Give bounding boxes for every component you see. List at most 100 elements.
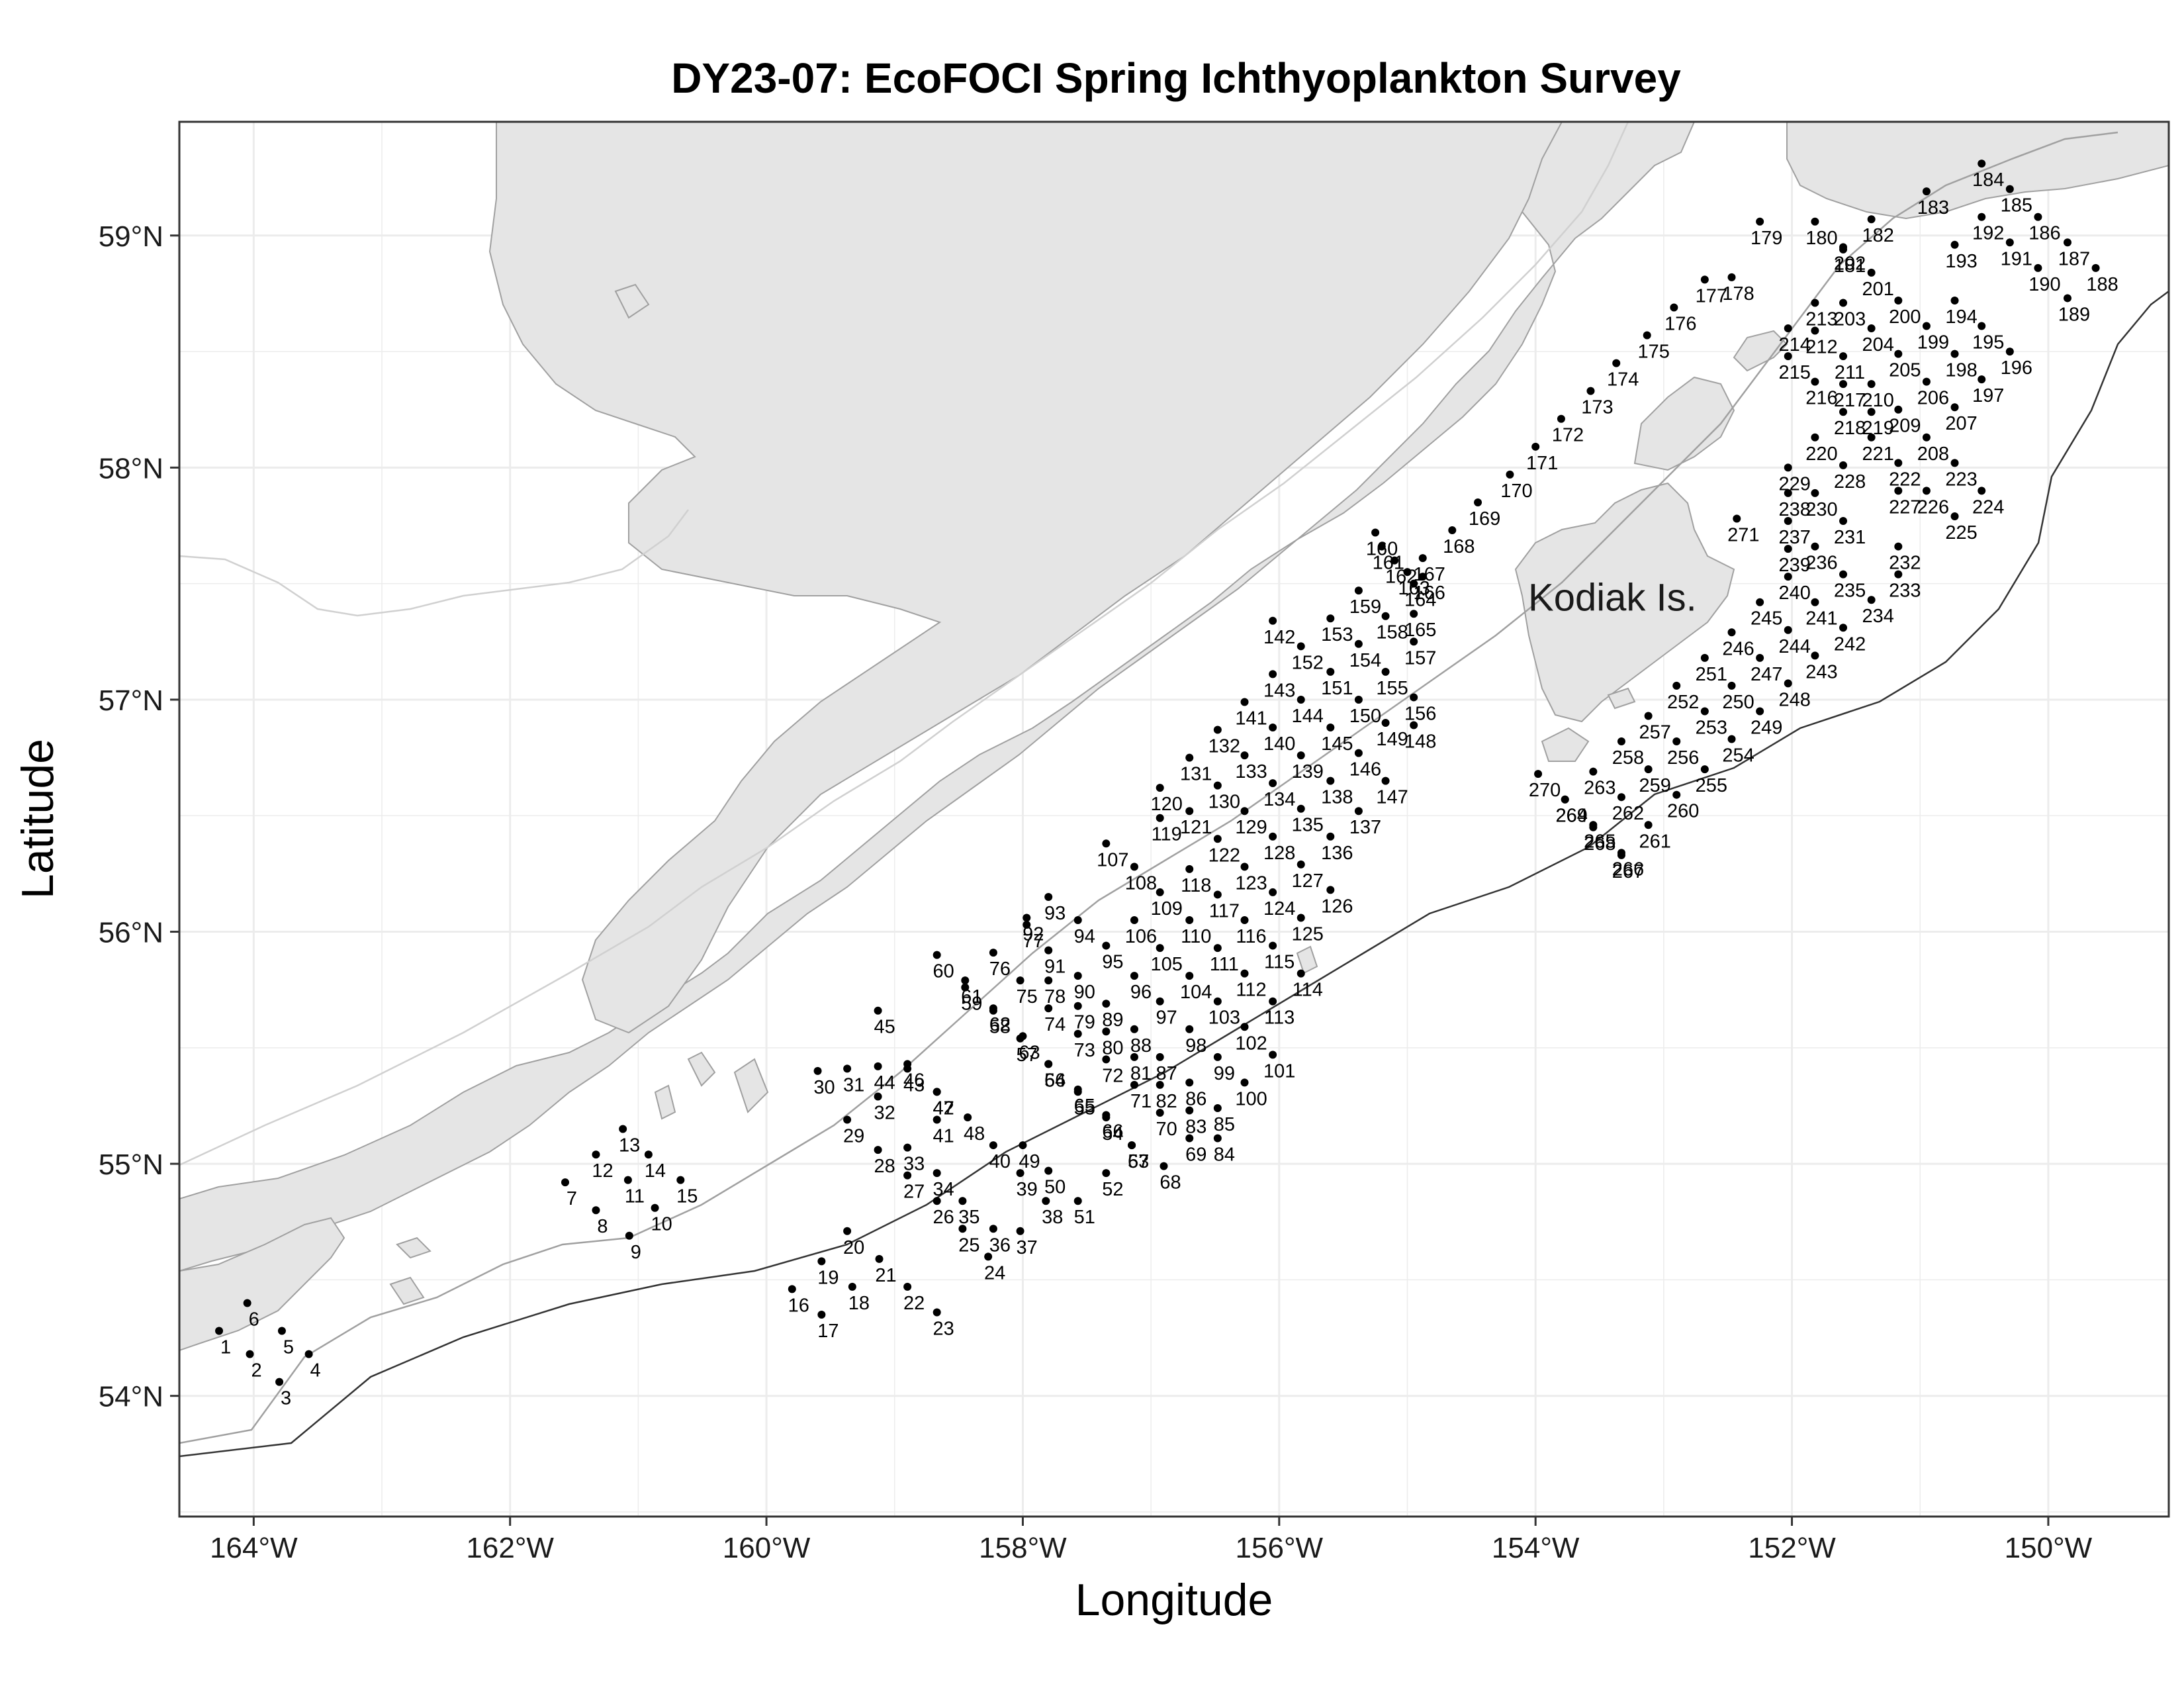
station-label: 3 xyxy=(281,1388,291,1409)
station-label: 240 xyxy=(1779,583,1811,604)
station-marker xyxy=(1839,517,1847,525)
station-label: 70 xyxy=(1156,1119,1177,1140)
station-marker xyxy=(1811,434,1819,442)
station-label: 17 xyxy=(817,1321,839,1342)
station-label: 239 xyxy=(1779,555,1811,576)
station-marker xyxy=(1378,543,1386,551)
station-marker xyxy=(814,1067,822,1075)
station-label: 37 xyxy=(1016,1237,1037,1258)
station-label: 195 xyxy=(1972,332,2004,353)
station-marker xyxy=(1474,498,1482,506)
station-label: 262 xyxy=(1612,803,1644,824)
station-marker xyxy=(1419,554,1427,562)
station-marker xyxy=(1074,972,1082,980)
station-label: 48 xyxy=(964,1123,985,1145)
station-marker xyxy=(1269,779,1277,787)
station-label: 258 xyxy=(1612,747,1644,769)
station-marker xyxy=(1382,668,1390,676)
station-marker xyxy=(1074,1197,1082,1205)
station-marker xyxy=(1728,628,1736,636)
station-marker xyxy=(1017,1227,1024,1235)
station-label: 271 xyxy=(1727,524,1759,545)
station-marker xyxy=(1701,707,1709,715)
station-marker xyxy=(961,976,969,984)
station-label: 250 xyxy=(1722,692,1754,713)
station-label: 156 xyxy=(1404,703,1436,724)
station-label: 243 xyxy=(1805,661,1837,682)
y-tick-label: 59°N xyxy=(99,220,163,253)
station-marker xyxy=(1811,651,1819,659)
station-marker xyxy=(1868,380,1876,388)
station-label: 200 xyxy=(1889,306,1921,328)
station-label: 228 xyxy=(1834,471,1866,492)
station-label: 232 xyxy=(1889,553,1921,574)
station-label: 45 xyxy=(874,1017,895,1038)
station-label: 159 xyxy=(1349,596,1381,618)
station-marker xyxy=(2064,294,2071,302)
station-label: 211 xyxy=(1835,362,1865,383)
station-label: 194 xyxy=(1945,306,1977,328)
station-marker xyxy=(1297,861,1305,868)
station-label: 52 xyxy=(1102,1179,1123,1200)
station-marker xyxy=(1102,1000,1110,1008)
station-label: 74 xyxy=(1044,1014,1066,1035)
station-marker xyxy=(1185,916,1193,924)
station-marker xyxy=(1839,380,1847,388)
station-label: 110 xyxy=(1181,926,1211,947)
station-marker xyxy=(592,1206,600,1214)
station-marker xyxy=(1784,545,1792,553)
station-marker xyxy=(625,1232,633,1240)
station-marker xyxy=(1645,821,1653,829)
station-marker xyxy=(848,1283,856,1291)
station-label: 109 xyxy=(1150,898,1182,919)
station-label: 182 xyxy=(1862,225,1893,246)
station-marker xyxy=(1326,777,1334,785)
station-label: 130 xyxy=(1208,792,1240,813)
station-label: 27 xyxy=(903,1182,925,1203)
station-marker xyxy=(1617,793,1625,801)
station-label: 24 xyxy=(984,1262,1005,1284)
station-marker xyxy=(1185,754,1193,762)
station-label: 7 xyxy=(567,1188,577,1209)
x-tick-label: 158°W xyxy=(979,1532,1067,1564)
station-label: 104 xyxy=(1180,982,1212,1003)
station-label: 22 xyxy=(903,1293,925,1314)
station-label: 214 xyxy=(1779,334,1811,355)
place-labels: Kodiak Is. xyxy=(1528,577,1697,620)
station-marker xyxy=(1978,213,1985,221)
station-label: 6 xyxy=(249,1309,259,1330)
x-tick-label: 154°W xyxy=(1492,1532,1580,1564)
station-marker xyxy=(2006,238,2014,246)
station-label: 215 xyxy=(1779,362,1811,383)
station-marker xyxy=(1561,796,1569,804)
station-label: 38 xyxy=(1042,1207,1063,1228)
station-marker xyxy=(1326,833,1334,841)
station-marker xyxy=(275,1378,283,1386)
station-label: 170 xyxy=(1500,481,1532,502)
station-label: 29 xyxy=(843,1126,864,1147)
station-label: 44 xyxy=(874,1072,895,1094)
station-marker xyxy=(1269,724,1277,731)
station-label: 174 xyxy=(1607,369,1639,391)
station-label: 136 xyxy=(1321,843,1353,864)
station-marker xyxy=(1670,303,1678,311)
station-marker xyxy=(1923,187,1931,195)
station-label: 92 xyxy=(1023,923,1044,945)
station-label: 229 xyxy=(1779,473,1811,494)
station-label: 184 xyxy=(1972,169,2004,191)
station-marker xyxy=(1074,1086,1082,1094)
x-tick-label: 156°W xyxy=(1236,1532,1324,1564)
y-tick-label: 58°N xyxy=(99,452,163,485)
station-marker xyxy=(1923,322,1931,330)
station-label: 189 xyxy=(2058,304,2090,325)
station-marker xyxy=(1355,807,1363,815)
station-marker xyxy=(1042,1197,1050,1205)
station-label: 124 xyxy=(1263,898,1295,919)
station-marker xyxy=(1448,526,1456,534)
station-marker xyxy=(651,1204,659,1212)
station-label: 114 xyxy=(1293,980,1323,1001)
station-marker xyxy=(1044,893,1052,901)
station-marker xyxy=(1102,1111,1110,1119)
station-marker xyxy=(1894,543,1902,551)
station-marker xyxy=(1784,463,1792,471)
